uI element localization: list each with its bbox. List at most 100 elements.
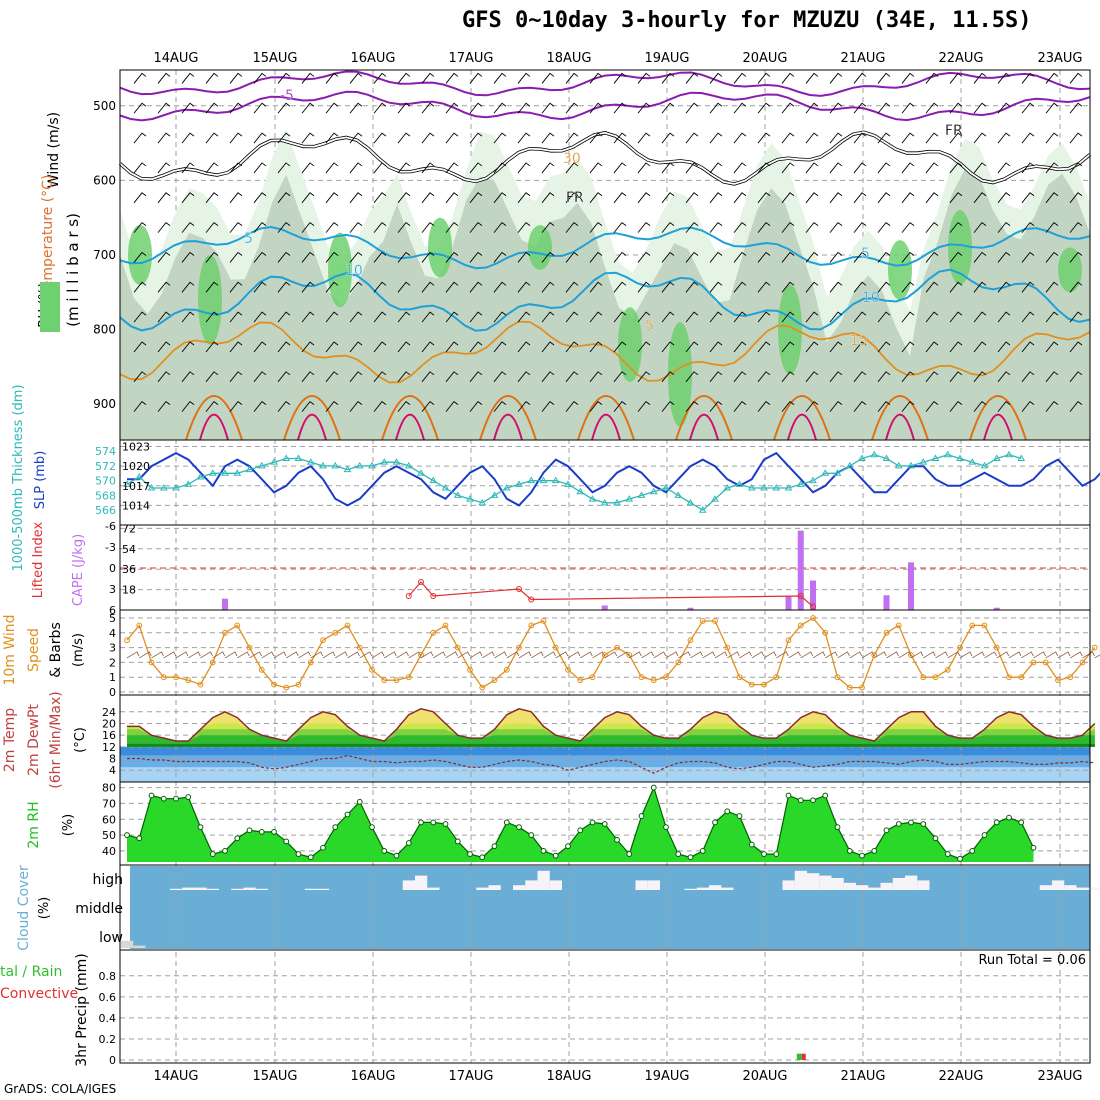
upper-wind-barb (709, 192, 723, 204)
upper-wind-barb (781, 371, 795, 383)
upper-wind-barb (181, 281, 195, 293)
rh2m-point-marker (981, 832, 988, 838)
wind-barb-10m (996, 651, 1010, 659)
upper-wind-barb (997, 371, 1011, 383)
upper-wind-barb (781, 162, 795, 174)
upper-wind-barb (757, 311, 771, 323)
upper-wind-barb (805, 192, 819, 204)
rh2m-point-marker (393, 852, 400, 859)
upper-wind-barb (877, 221, 891, 233)
temp-contour-20c-loop (675, 395, 733, 441)
top-date-label-19aug: 19AUG (644, 51, 689, 66)
upper-wind-barb (565, 102, 579, 114)
wind-barb-10m (469, 651, 483, 659)
upper-wind-barb (1069, 162, 1083, 174)
upper-wind-barb (397, 251, 411, 263)
upper-wind-barb (829, 132, 843, 144)
upper-wind-barb (349, 102, 363, 114)
thickness-point-marker (172, 484, 180, 491)
upper-wind-barb (949, 401, 963, 412)
upper-wind-barb (1021, 401, 1035, 412)
top-date-label-23aug: 23AUG (1037, 51, 1082, 66)
wind-speed-marker (1067, 674, 1074, 681)
thickness-point-marker (466, 495, 474, 502)
rh2m-point-marker (295, 851, 302, 857)
top-date-label-16aug: 16AUG (350, 51, 395, 66)
upper-wind-barb (133, 281, 147, 293)
precip-total-bar (796, 1053, 802, 1060)
temp-contour-25c-loop (983, 413, 1013, 441)
upper-wind-barb (757, 162, 771, 174)
wind-barb-10m (396, 651, 409, 659)
upper-wind-barb (949, 132, 963, 144)
upper-wind-barb (133, 192, 147, 204)
rh2m-point-marker (552, 852, 559, 859)
upper-wind-barb (421, 192, 435, 204)
upper-wind-barb (709, 401, 723, 412)
upper-wind-barb (421, 72, 435, 84)
precip-ytick-0p6: 0.6 (99, 991, 117, 1004)
upper-wind-barb (445, 192, 459, 204)
high-cloud-bar (255, 888, 268, 890)
wind-barb-10m (690, 651, 703, 659)
bottom-date-label-23aug: 23AUG (1037, 1069, 1082, 1084)
upper-wind-barb (733, 401, 747, 412)
upper-wind-barb (229, 341, 243, 353)
rh2m-point-marker (895, 821, 902, 827)
upper-wind-barb (493, 192, 507, 204)
upper-wind-barb (733, 251, 747, 263)
upper-wind-barb (589, 102, 603, 114)
wind-barb-10m (445, 651, 458, 659)
upper-wind-barb (277, 371, 291, 383)
upper-wind-barb (589, 221, 603, 233)
upper-wind-barb (781, 311, 795, 323)
upper-wind-barb (709, 132, 723, 144)
bottom-date-label-17aug: 17AUG (448, 1069, 493, 1084)
rh2m-point-marker (724, 808, 731, 815)
upper-wind-barb (661, 192, 675, 204)
thickness-point-marker (233, 469, 242, 476)
wind-speed-marker (258, 666, 265, 673)
upper-wind-barb (205, 162, 219, 174)
slp-ytick-1017: 1017 (122, 480, 150, 493)
thickness-point-marker (441, 484, 450, 491)
upper-wind-barb (517, 192, 531, 204)
wind-speed-marker (565, 666, 571, 673)
upper-wind-barb (157, 371, 171, 383)
upper-wind-barb (229, 281, 243, 293)
thickness-point-marker (576, 487, 585, 495)
rh2m-point-marker (675, 851, 682, 857)
upper-wind-barb (301, 341, 315, 353)
upper-wind-barb (325, 72, 339, 84)
upper-wind-barb (709, 341, 723, 353)
upper-wind-barb (637, 341, 651, 353)
thickness-point-marker (184, 480, 193, 487)
upper-wind-barb (541, 72, 555, 84)
rh2m-point-marker (883, 827, 890, 834)
upper-wind-barb (1069, 251, 1083, 263)
upper-wind-barb (853, 341, 867, 353)
ylabel-cloud-cover: Cloud Cover (16, 865, 32, 951)
high-cloud-bar (317, 888, 330, 890)
ylabel-speed: Speed (26, 628, 42, 672)
upper-wind-barb (637, 102, 651, 114)
upper-wind-barb (277, 102, 291, 114)
rh2m-point-marker (369, 824, 375, 831)
thickness-point-marker (637, 491, 646, 498)
cape-ytick-54: 54 (122, 543, 136, 556)
thickness-point-marker (686, 498, 695, 506)
temp-contour-20c-loop (185, 395, 243, 441)
high-cloud-bar (880, 882, 893, 890)
precip-ytick-0: 0 (109, 1054, 116, 1067)
upper-wind-barb (685, 401, 699, 412)
wind-speed-marker (859, 684, 865, 691)
rh2m-point-marker (516, 824, 522, 831)
upper-wind-barb (397, 401, 411, 412)
upper-wind-barb (517, 311, 531, 323)
upper-wind-barb (973, 132, 987, 144)
upper-wind-barb (301, 162, 315, 174)
upper-wind-barb (157, 401, 171, 412)
upper-wind-barb (421, 221, 435, 233)
upper-wind-barb (1021, 251, 1035, 263)
upper-wind-barb (901, 102, 915, 114)
